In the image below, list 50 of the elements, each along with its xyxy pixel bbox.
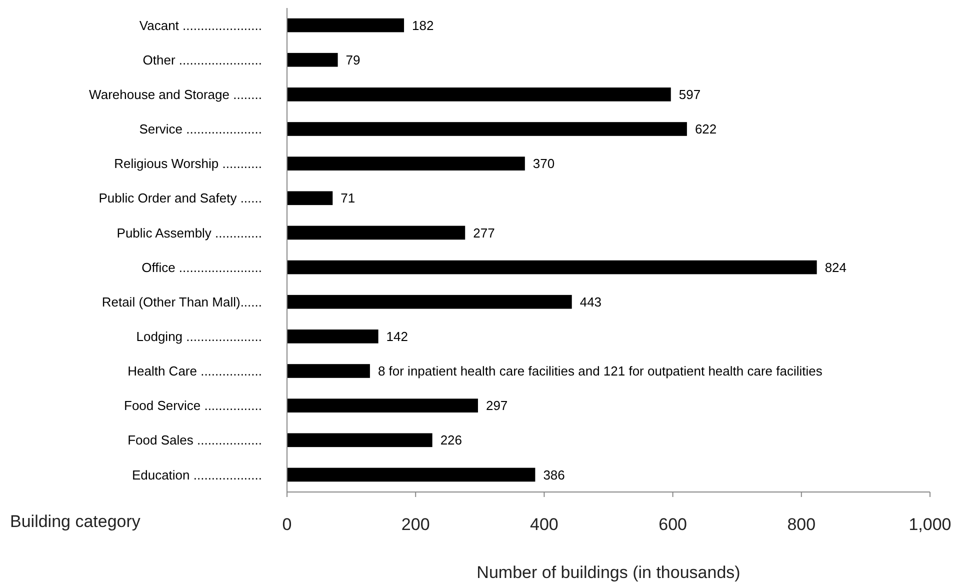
data-label: 226: [440, 432, 462, 448]
bar: [287, 433, 432, 448]
data-label: 386: [543, 467, 565, 482]
y-tick-label: Warehouse and Storage ........: [89, 86, 262, 102]
bar: [287, 294, 572, 309]
y-tick-label: Public Order and Safety ......: [98, 190, 262, 206]
data-label: 597: [678, 86, 701, 102]
data-label: 824: [824, 260, 847, 275]
y-tick-label: Other .......................: [142, 52, 262, 68]
y-tick-label: Service .....................: [139, 122, 262, 137]
y-tick-label: Lodging .....................: [136, 328, 262, 344]
data-label: 277: [473, 225, 495, 240]
y-tick-label: Food Sales ..................: [128, 432, 262, 448]
data-label: 297: [486, 398, 508, 414]
y-axis-title: Building category: [10, 512, 141, 531]
bar: [287, 364, 370, 378]
x-tick-label: 0: [282, 515, 292, 534]
bar: [287, 398, 478, 412]
y-tick-label: Public Assembly .............: [116, 225, 262, 240]
x-tick-label: 800: [787, 515, 816, 534]
bar: [287, 191, 333, 206]
y-tick-label: Food Service ................: [124, 398, 262, 414]
x-axis-title: Number of buildings (in thousands): [476, 563, 740, 582]
y-tick-label: Vacant ......................: [139, 18, 262, 33]
bar: [287, 226, 466, 240]
x-tick-label: 600: [658, 515, 687, 534]
bar: [287, 18, 404, 32]
data-label: 182: [412, 18, 434, 33]
x-tick-label: 1,000: [908, 515, 952, 534]
bar: [287, 122, 687, 136]
x-tick-label: 400: [530, 515, 558, 534]
data-label: 142: [386, 328, 408, 344]
y-tick-label: Education ...................: [132, 467, 262, 482]
data-label: 370: [532, 156, 555, 172]
x-tick-label: 200: [401, 515, 430, 534]
y-tick-label: Health Care .................: [128, 364, 262, 379]
bar: [287, 52, 338, 67]
data-label: 443: [580, 294, 602, 310]
data-label: 71: [340, 190, 356, 206]
bar: [287, 330, 378, 344]
bar: [287, 468, 536, 482]
y-tick-label: Retail (Other Than Mall)......: [102, 294, 262, 310]
data-label: 79: [346, 52, 360, 68]
bar: [287, 88, 671, 102]
y-tick-label: Religious Worship ...........: [114, 156, 262, 172]
y-tick-label: Office .......................: [142, 260, 262, 275]
data-label: 622: [694, 122, 717, 137]
bar: [287, 260, 817, 274]
annotation: 8 for inpatient health care facilities and 121 for outpatient health care facilities: [378, 364, 823, 379]
bar: [287, 156, 525, 170]
